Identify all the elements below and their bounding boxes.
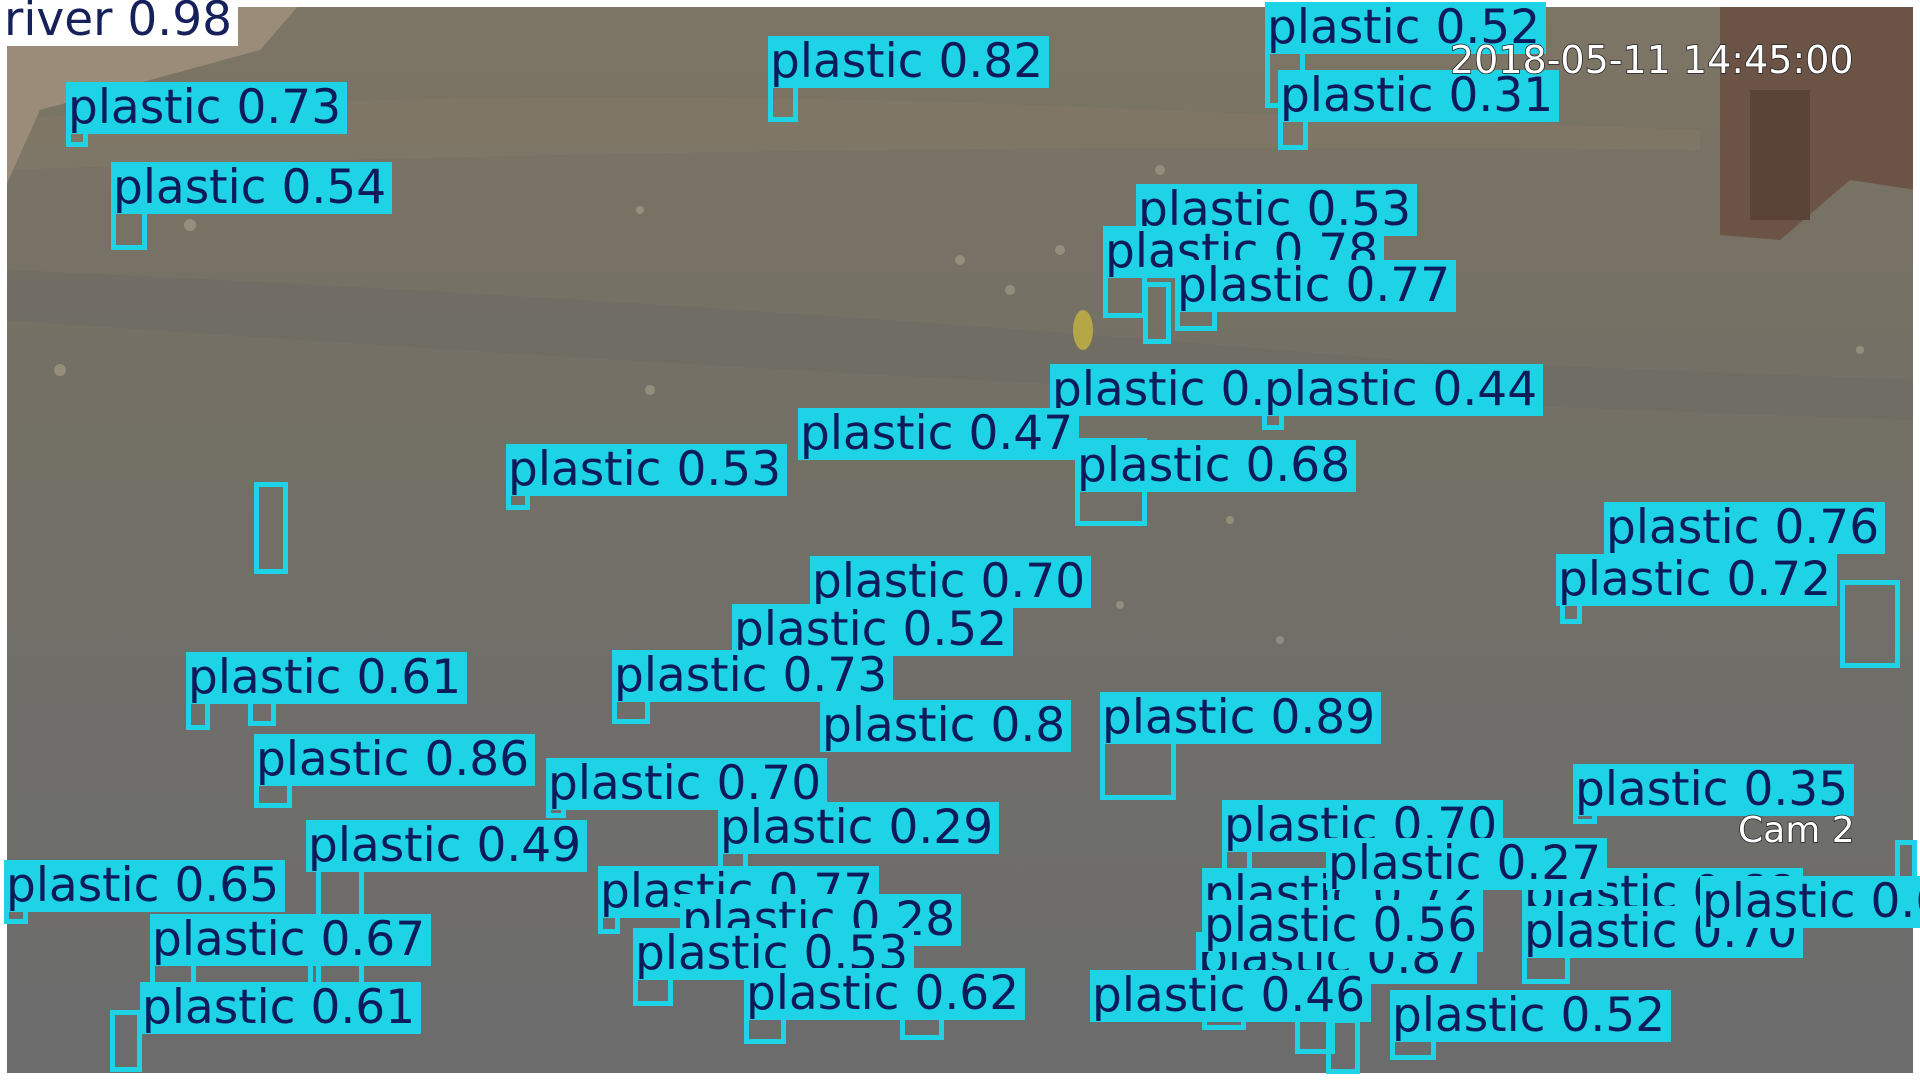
detection-label: plastic 0.76 (1604, 502, 1886, 554)
bbox-plastic (110, 1010, 142, 1072)
camera-id-overlay: Cam 2 (1737, 809, 1855, 852)
detection-label: river 0.98 (2, 0, 239, 46)
detection-label: plastic 0.35 (1573, 764, 1855, 816)
detection-label: plastic 0.70 (546, 758, 828, 810)
detection-label: plastic 0.63 (1700, 876, 1920, 928)
detection-label: plastic 0.53 (506, 444, 788, 496)
detection-label: plastic 0.82 (768, 36, 1050, 88)
detection-label: plastic 0.52 (1265, 2, 1547, 54)
detection-label: plastic 0.54 (111, 162, 393, 214)
detection-label: plastic 0.46 (1090, 970, 1372, 1022)
detection-label: plastic 0.27 (1326, 838, 1608, 890)
detection-label: plastic 0.68 (1075, 440, 1357, 492)
detection-label: plastic 0.8 (820, 700, 1072, 752)
detection-label: plastic 0.52 (732, 604, 1014, 656)
detection-label: plastic 0.73 (612, 650, 894, 702)
detection-label: plastic 0.70 (810, 556, 1092, 608)
detection-label: plastic 0.47 (798, 408, 1080, 460)
detection-label: plastic 0.61 (186, 652, 468, 704)
detection-label: plastic 0.31 (1278, 70, 1560, 122)
detection-label: plastic 0.89 (1100, 692, 1382, 744)
bbox-plastic (1143, 282, 1171, 344)
detection-label: plastic 0.67 (150, 914, 432, 966)
leaf (1073, 310, 1093, 350)
bbox-plastic (1840, 580, 1900, 668)
timestamp-overlay: 2018-05-11 14:45:00 (1449, 37, 1854, 83)
detection-label: plastic 0.62 (744, 968, 1026, 1020)
detection-label: plastic 0.44 (1262, 364, 1544, 416)
detection-label: plastic 0.86 (254, 734, 536, 786)
detection-label: plastic 0.56 (1202, 900, 1484, 952)
detection-label: plastic 0.29 (718, 802, 1000, 854)
detection-label: plastic 0.52 (1390, 990, 1672, 1042)
detection-label: plastic 0.49 (306, 820, 588, 872)
detection-label: plastic 0.72 (1556, 554, 1838, 606)
detection-label: plastic 0.65 (4, 860, 286, 912)
detection-label: plastic 0.77 (1175, 260, 1457, 312)
detection-label: plastic 0.73 (66, 82, 348, 134)
detection-label: plastic 0.61 (140, 982, 422, 1034)
bbox-plastic (254, 482, 288, 574)
riverbank-top-left (4, 4, 300, 190)
